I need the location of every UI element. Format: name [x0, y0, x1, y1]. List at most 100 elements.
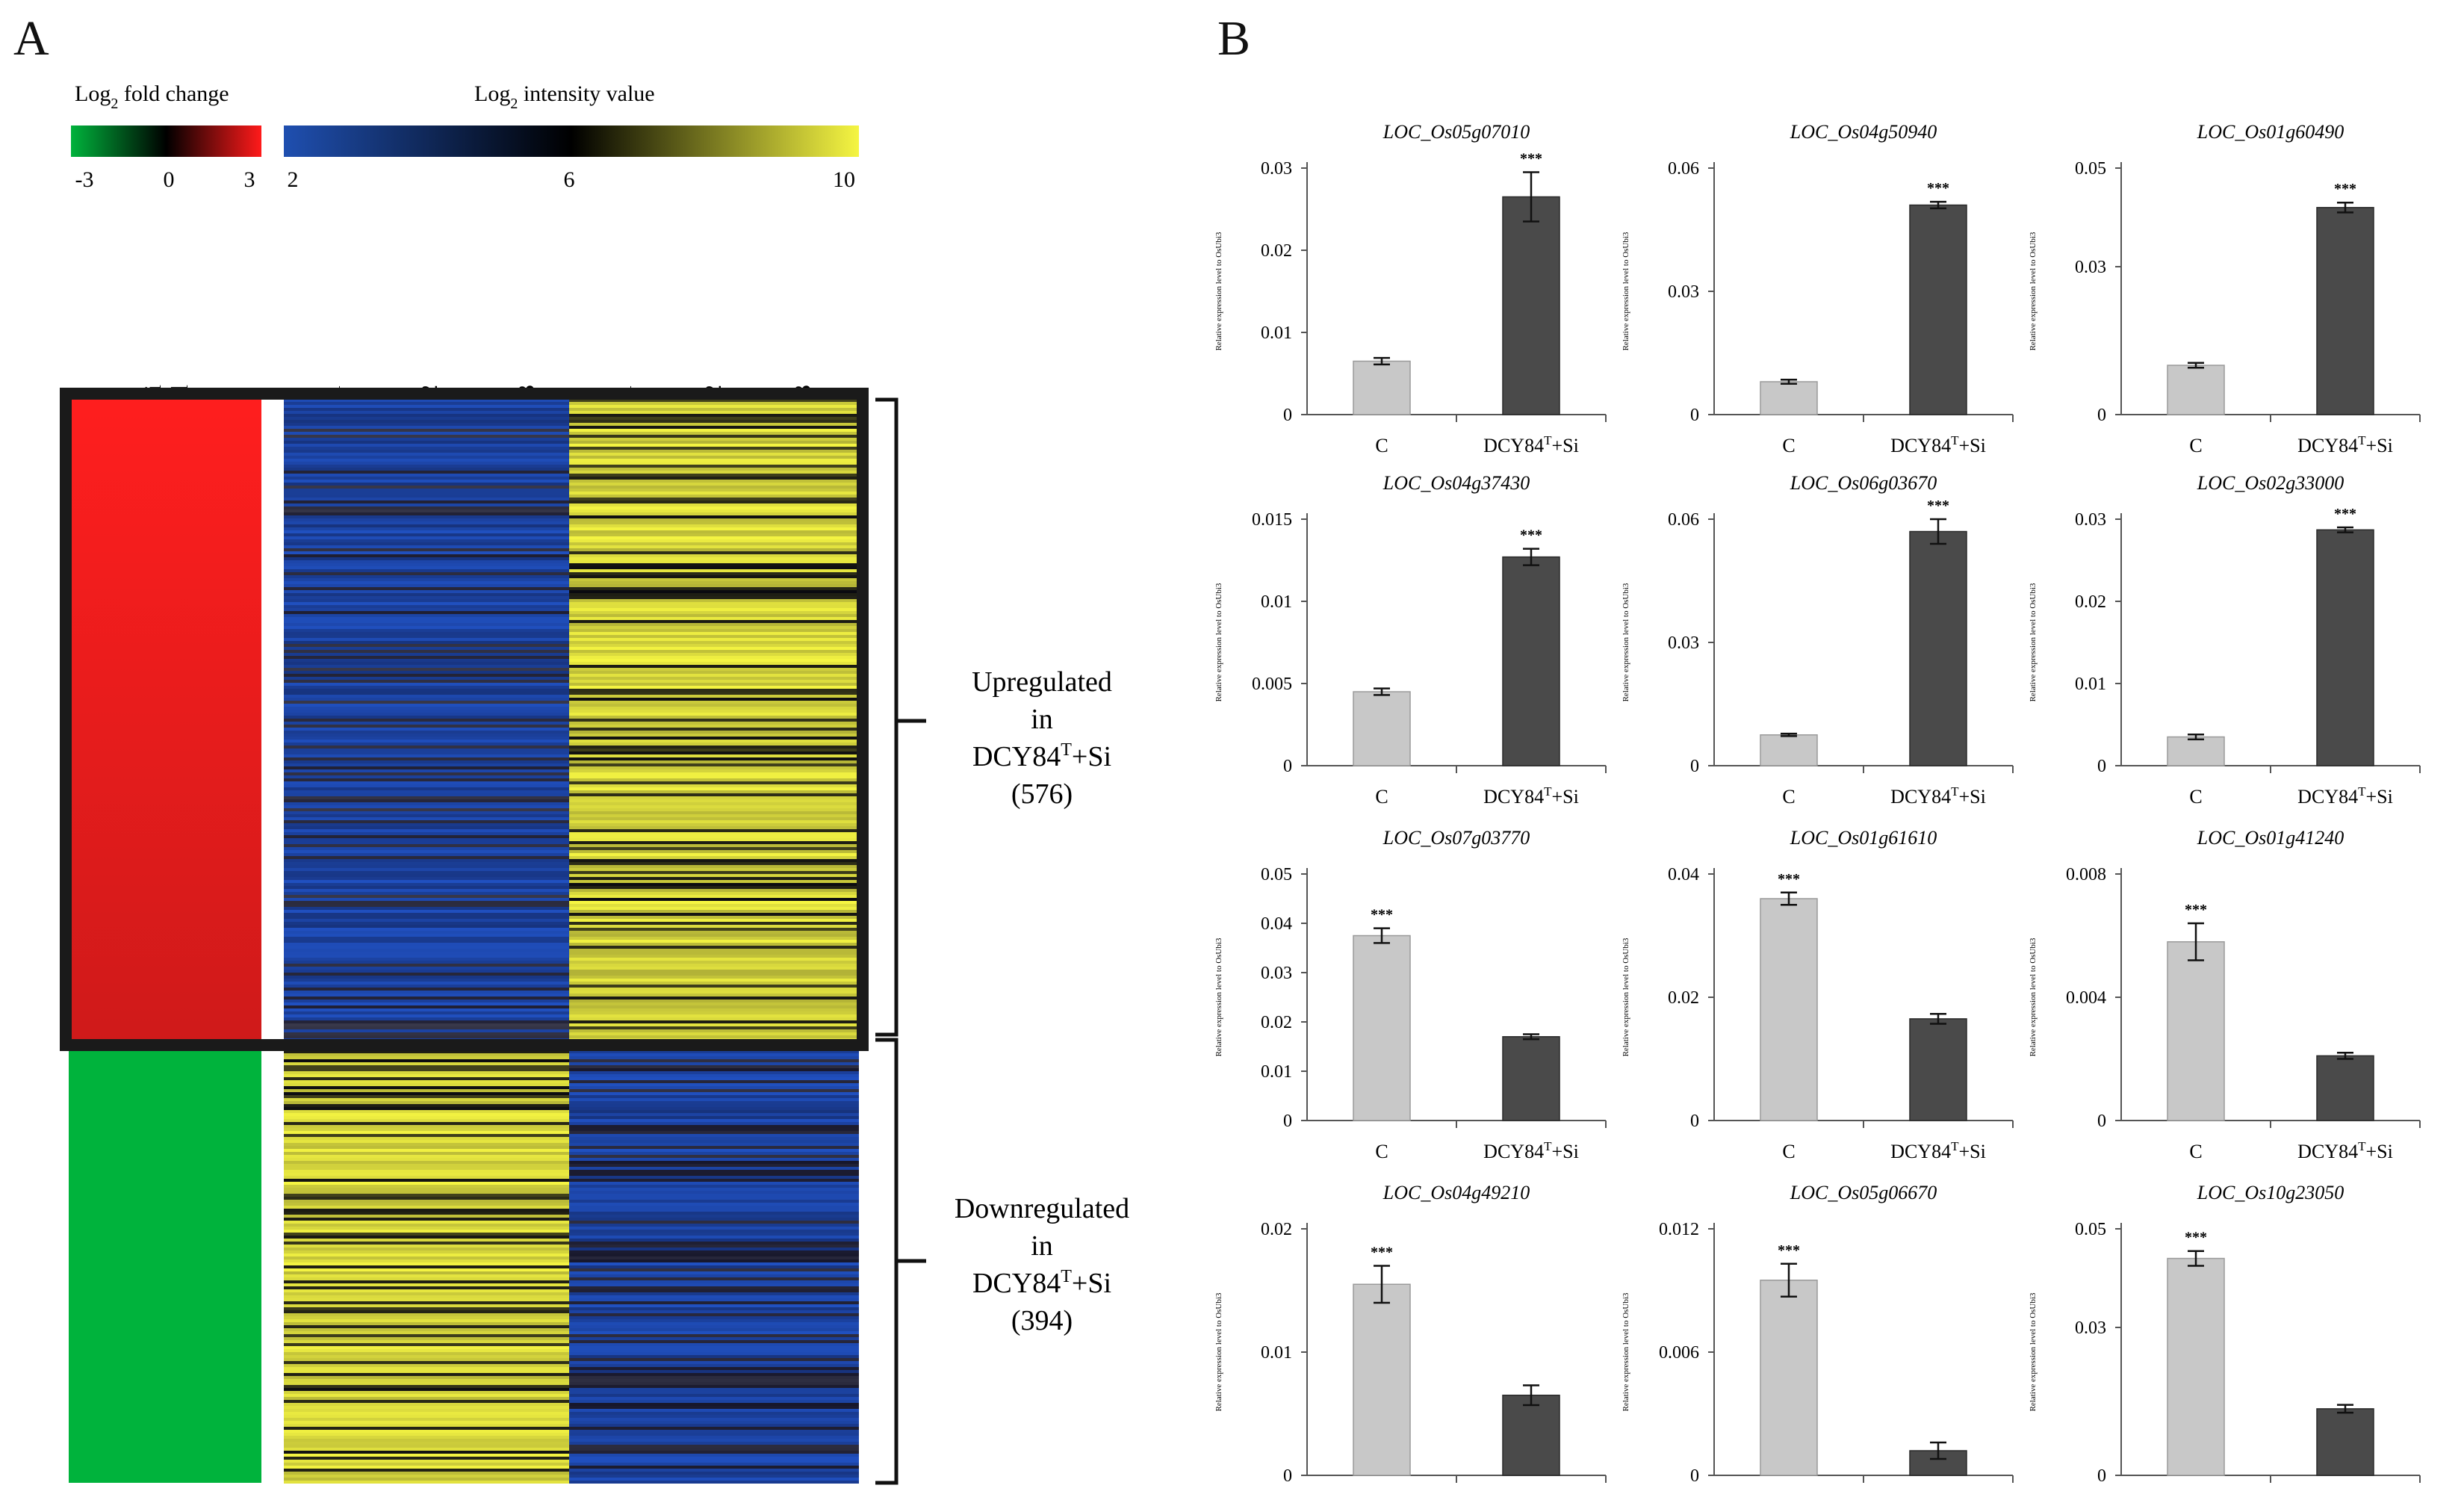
heatmap-cell — [569, 955, 859, 958]
y-tick-label: 0.03 — [1668, 282, 1699, 302]
significance-mark: *** — [2334, 181, 2356, 197]
heatmap-cell — [284, 904, 569, 907]
heatmap-cell — [569, 787, 859, 790]
heatmap-cell — [569, 1334, 859, 1337]
heatmap-cell — [569, 892, 859, 895]
heatmap-cell — [284, 1170, 569, 1173]
heatmap-cell — [284, 563, 569, 566]
heatmap-cell — [569, 1418, 859, 1421]
heatmap-cell — [284, 826, 569, 829]
heatmap-cell — [284, 432, 569, 435]
heatmap-cell — [284, 1460, 569, 1463]
heatmap-cell — [569, 414, 859, 417]
heatmap-cell — [284, 1095, 569, 1098]
heatmap-cell — [284, 997, 569, 1000]
error-bar — [2188, 362, 2204, 369]
heatmap-cell — [569, 952, 859, 955]
heatmap-cell — [569, 1346, 859, 1349]
y-tick-label: 0.03 — [2075, 258, 2106, 277]
heatmap-cell — [284, 946, 569, 949]
heatmap-cell — [569, 907, 859, 910]
heatmap-cell — [284, 895, 569, 898]
heatmap-figure: Log2 fold change -3 0 3 Log2 intensity v… — [60, 81, 1129, 1485]
heatmap-cell — [284, 716, 569, 719]
heatmap-cell — [569, 557, 859, 560]
heatmap-cell — [569, 1125, 859, 1128]
heatmap-cell — [569, 1065, 859, 1068]
heatmap-cell — [284, 991, 569, 994]
heatmap-cell — [284, 1149, 569, 1152]
heatmap-cell — [284, 1424, 569, 1427]
heatmap-cell — [284, 462, 569, 465]
heatmap-cell — [284, 468, 569, 471]
heatmap-cell — [284, 1382, 569, 1385]
intensity-legend-tick: 10 — [833, 167, 855, 192]
bar-chart: LOC_Os01g60490 Relative expression level … — [2029, 121, 2421, 456]
y-axis-label: Relative expression level to OsUbi3 — [1214, 1292, 1223, 1411]
y-tick-label: 0 — [1283, 1112, 1292, 1131]
heatmap-cell — [569, 1134, 859, 1137]
heatmap-cell — [569, 698, 859, 701]
heatmap-cell — [284, 1355, 569, 1358]
heatmap-cell — [284, 1409, 569, 1412]
heatmap-cell — [569, 811, 859, 814]
heatmap-cell — [284, 1206, 569, 1209]
heatmap-cell — [569, 847, 859, 850]
heatmap-cell — [284, 743, 569, 746]
heatmap-cell — [284, 985, 569, 988]
heatmap-cell — [569, 1400, 859, 1403]
heatmap-cell — [284, 814, 569, 817]
heatmap-cell — [284, 1194, 569, 1197]
heatmap-cell — [569, 1391, 859, 1394]
heatmap-cell — [284, 480, 569, 483]
heatmap-cell — [284, 1197, 569, 1200]
heatmap-cell — [569, 1086, 859, 1089]
fold-change-down-column — [69, 1042, 261, 1483]
error-bar — [1781, 379, 1797, 385]
svg-text:in: in — [1031, 1230, 1053, 1262]
svg-text:DCY84T+Si: DCY84T+Si — [972, 1267, 1111, 1299]
heatmap-cell — [284, 1472, 569, 1475]
heatmap-cell — [569, 1466, 859, 1469]
heatmap-cell — [284, 907, 569, 910]
heatmap-cell — [284, 435, 569, 438]
heatmap-cell — [284, 1008, 569, 1011]
heatmap-cell — [569, 1158, 859, 1161]
heatmap-cell — [569, 560, 859, 563]
heatmap-cell — [569, 623, 859, 626]
heatmap-cell — [569, 1298, 859, 1301]
heatmap-cell — [284, 880, 569, 883]
heatmap-cell — [569, 1005, 859, 1008]
heatmap-cell — [284, 560, 569, 563]
upregulated-bracket — [875, 397, 926, 1037]
heatmap-cell — [569, 1262, 859, 1265]
y-tick-label: 0.01 — [1261, 323, 1292, 343]
heatmap-cell — [569, 823, 859, 826]
y-tick-label: 0.005 — [1252, 675, 1292, 694]
heatmap-cell — [569, 1436, 859, 1439]
significance-mark: *** — [1520, 527, 1542, 544]
heatmap-cell — [569, 841, 859, 844]
heatmap-cell — [569, 1280, 859, 1283]
y-tick-label: 0.06 — [1668, 510, 1699, 530]
x-category-label: DCY84T+Si — [1483, 433, 1579, 456]
heatmap-cell — [569, 492, 859, 495]
heatmap-cell — [284, 456, 569, 459]
heatmap-cell — [284, 1475, 569, 1478]
heatmap-cell — [284, 1370, 569, 1373]
heatmap-cell — [569, 728, 859, 731]
heatmap-cell — [569, 805, 859, 808]
heatmap-cell — [284, 1295, 569, 1298]
heatmap-cell — [284, 754, 569, 757]
heatmap-cell — [569, 796, 859, 799]
heatmap-cell — [569, 1026, 859, 1029]
heatmap-cell — [569, 438, 859, 441]
heatmap-cell — [284, 961, 569, 964]
heatmap-cell — [569, 1002, 859, 1005]
heatmap-cell — [284, 1253, 569, 1256]
x-category-label: C — [2189, 435, 2202, 456]
heatmap-cell — [284, 408, 569, 411]
heatmap-cell — [569, 889, 859, 892]
heatmap-cell — [569, 486, 859, 489]
heatmap-cell — [569, 1194, 859, 1197]
